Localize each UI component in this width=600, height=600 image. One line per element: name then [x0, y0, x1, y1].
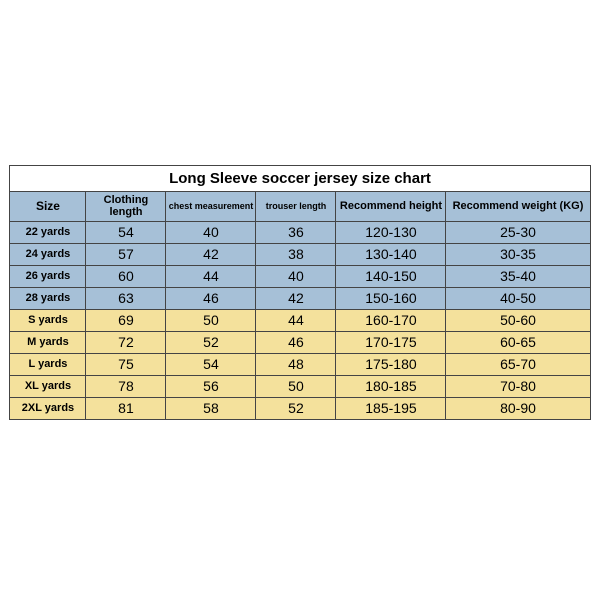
table-row: 22 yards544036120-13025-30: [10, 222, 590, 244]
value-cell: 69: [86, 310, 166, 332]
value-cell: 44: [256, 310, 336, 332]
value-cell: 185-195: [336, 398, 446, 420]
value-cell: 175-180: [336, 354, 446, 376]
value-cell: 50-60: [446, 310, 590, 332]
value-cell: 54: [166, 354, 256, 376]
col-header-5: Recommend weight (KG): [446, 192, 590, 222]
value-cell: 80-90: [446, 398, 590, 420]
value-cell: 180-185: [336, 376, 446, 398]
value-cell: 160-170: [336, 310, 446, 332]
value-cell: 57: [86, 244, 166, 266]
value-cell: 65-70: [446, 354, 590, 376]
value-cell: 42: [166, 244, 256, 266]
value-cell: 58: [166, 398, 256, 420]
table-row: 2XL yards815852185-19580-90: [10, 398, 590, 420]
size-chart-table: Long Sleeve soccer jersey size chart Siz…: [9, 165, 590, 420]
value-cell: 50: [256, 376, 336, 398]
size-cell: 24 yards: [10, 244, 86, 266]
size-cell: M yards: [10, 332, 86, 354]
value-cell: 72: [86, 332, 166, 354]
size-cell: 28 yards: [10, 288, 86, 310]
table-row: 24 yards574238130-14030-35: [10, 244, 590, 266]
size-cell: XL yards: [10, 376, 86, 398]
value-cell: 40-50: [446, 288, 590, 310]
value-cell: 78: [86, 376, 166, 398]
value-cell: 60-65: [446, 332, 590, 354]
value-cell: 35-40: [446, 266, 590, 288]
col-header-3: trouser length: [256, 192, 336, 222]
value-cell: 25-30: [446, 222, 590, 244]
value-cell: 40: [256, 266, 336, 288]
value-cell: 54: [86, 222, 166, 244]
value-cell: 46: [166, 288, 256, 310]
chart-title: Long Sleeve soccer jersey size chart: [10, 166, 590, 192]
value-cell: 40: [166, 222, 256, 244]
size-cell: L yards: [10, 354, 86, 376]
value-cell: 56: [166, 376, 256, 398]
col-header-1: Clothing length: [86, 192, 166, 222]
value-cell: 30-35: [446, 244, 590, 266]
value-cell: 38: [256, 244, 336, 266]
value-cell: 150-160: [336, 288, 446, 310]
header-row: SizeClothing lengthchest measurementtrou…: [10, 192, 590, 222]
table-row: L yards755448175-18065-70: [10, 354, 590, 376]
table-row: S yards695044160-17050-60: [10, 310, 590, 332]
value-cell: 63: [86, 288, 166, 310]
value-cell: 44: [166, 266, 256, 288]
col-header-4: Recommend height: [336, 192, 446, 222]
value-cell: 170-175: [336, 332, 446, 354]
value-cell: 42: [256, 288, 336, 310]
size-cell: 2XL yards: [10, 398, 86, 420]
size-cell: 26 yards: [10, 266, 86, 288]
table-body: 22 yards544036120-13025-3024 yards574238…: [10, 222, 590, 420]
value-cell: 36: [256, 222, 336, 244]
value-cell: 50: [166, 310, 256, 332]
value-cell: 46: [256, 332, 336, 354]
value-cell: 120-130: [336, 222, 446, 244]
table-head: Long Sleeve soccer jersey size chart Siz…: [10, 166, 590, 222]
value-cell: 52: [256, 398, 336, 420]
value-cell: 70-80: [446, 376, 590, 398]
size-cell: 22 yards: [10, 222, 86, 244]
value-cell: 75: [86, 354, 166, 376]
size-cell: S yards: [10, 310, 86, 332]
title-row: Long Sleeve soccer jersey size chart: [10, 166, 590, 192]
value-cell: 48: [256, 354, 336, 376]
col-header-0: Size: [10, 192, 86, 222]
chart-container: Long Sleeve soccer jersey size chart Siz…: [0, 0, 600, 600]
value-cell: 52: [166, 332, 256, 354]
table-row: 26 yards604440140-15035-40: [10, 266, 590, 288]
table-row: 28 yards634642150-16040-50: [10, 288, 590, 310]
value-cell: 60: [86, 266, 166, 288]
value-cell: 81: [86, 398, 166, 420]
table-row: M yards725246170-17560-65: [10, 332, 590, 354]
value-cell: 140-150: [336, 266, 446, 288]
table-row: XL yards785650180-18570-80: [10, 376, 590, 398]
value-cell: 130-140: [336, 244, 446, 266]
col-header-2: chest measurement: [166, 192, 256, 222]
